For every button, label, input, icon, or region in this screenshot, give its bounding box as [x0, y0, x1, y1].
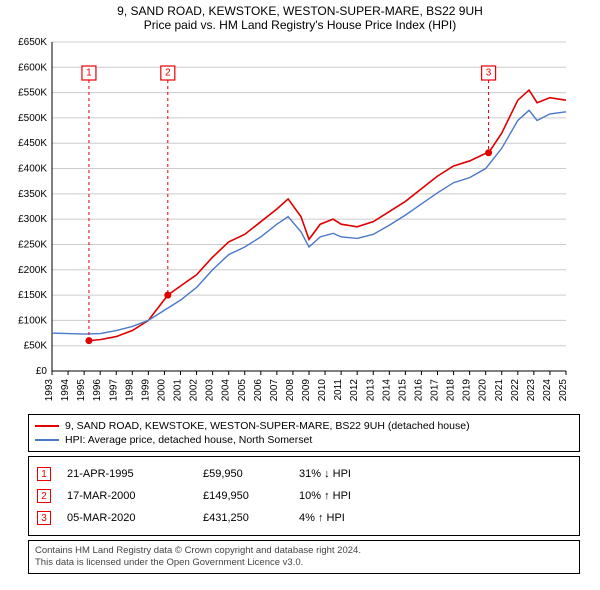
svg-text:£400K: £400K [18, 164, 47, 175]
svg-text:2005: 2005 [237, 379, 248, 402]
legend-row: HPI: Average price, detached house, Nort… [35, 433, 573, 447]
sale-diff: 10% ↑ HPI [299, 490, 399, 502]
svg-text:1997: 1997 [108, 379, 119, 402]
legend-swatch [35, 439, 59, 441]
sale-row: 1 21-APR-1995 £59,950 31% ↓ HPI [37, 463, 571, 485]
sale-marker-number: 3 [37, 511, 51, 525]
svg-text:2011: 2011 [333, 379, 344, 401]
svg-text:£250K: £250K [18, 239, 47, 250]
sale-row: 3 05-MAR-2020 £431,250 4% ↑ HPI [37, 507, 571, 529]
svg-text:£600K: £600K [18, 62, 47, 73]
svg-text:£150K: £150K [18, 290, 47, 301]
svg-text:2022: 2022 [510, 379, 521, 402]
svg-text:2017: 2017 [430, 379, 441, 402]
attribution-footer: Contains HM Land Registry data © Crown c… [28, 540, 580, 574]
svg-text:1995: 1995 [76, 379, 87, 402]
svg-text:2014: 2014 [381, 379, 392, 402]
price-chart: £0 £50K £100K £150K £200K £250K £300K £350K £400… [4, 36, 574, 406]
svg-text:2009: 2009 [301, 379, 312, 402]
sale-diff: 31% ↓ HPI [299, 468, 399, 480]
sales-table: 1 21-APR-1995 £59,950 31% ↓ HPI 2 17-MAR-2000… [28, 456, 580, 536]
legend-label: HPI: Average price, detached house, Nort… [65, 434, 312, 446]
svg-text:2002: 2002 [189, 379, 200, 402]
sale-marker-number: 2 [37, 489, 51, 503]
svg-text:2006: 2006 [253, 379, 264, 402]
svg-text:2: 2 [165, 68, 171, 79]
svg-text:3: 3 [486, 68, 492, 79]
svg-text:2024: 2024 [542, 379, 553, 402]
svg-text:£300K: £300K [18, 214, 47, 225]
svg-text:1999: 1999 [140, 379, 151, 402]
svg-text:2020: 2020 [478, 379, 489, 402]
legend-swatch [35, 425, 59, 427]
svg-text:1: 1 [86, 68, 92, 79]
chart-svg: £0 £50K £100K £150K £200K £250K £300K £350K £400… [4, 36, 574, 406]
svg-text:£0: £0 [36, 366, 48, 377]
svg-text:2008: 2008 [285, 379, 296, 402]
svg-text:2015: 2015 [397, 379, 408, 402]
sale-price: £59,950 [203, 468, 283, 480]
legend: 9, SAND ROAD, KEWSTOKE, WESTON-SUPER-MAR… [28, 414, 580, 452]
svg-text:1993: 1993 [44, 379, 55, 402]
svg-text:2025: 2025 [558, 379, 569, 402]
svg-text:2010: 2010 [317, 379, 328, 402]
svg-text:2003: 2003 [205, 379, 216, 402]
svg-text:2023: 2023 [526, 379, 537, 402]
svg-text:£650K: £650K [18, 37, 47, 48]
svg-text:2019: 2019 [462, 379, 473, 402]
footer-line: Contains HM Land Registry data © Crown c… [35, 545, 573, 557]
sale-date: 05-MAR-2020 [67, 512, 187, 524]
svg-text:2004: 2004 [221, 379, 232, 402]
svg-text:£350K: £350K [18, 189, 47, 200]
chart-subtitle: Price paid vs. HM Land Registry's House … [0, 18, 600, 36]
sale-date: 21-APR-1995 [67, 468, 187, 480]
svg-text:2007: 2007 [269, 379, 280, 402]
chart-title: 9, SAND ROAD, KEWSTOKE, WESTON-SUPER-MAR… [0, 0, 600, 18]
sale-diff: 4% ↑ HPI [299, 512, 399, 524]
sale-date: 17-MAR-2000 [67, 490, 187, 502]
svg-text:2013: 2013 [365, 379, 376, 402]
svg-text:2016: 2016 [413, 379, 424, 402]
svg-text:£550K: £550K [18, 88, 47, 99]
svg-text:2001: 2001 [173, 379, 184, 402]
sale-row: 2 17-MAR-2000 £149,950 10% ↑ HPI [37, 485, 571, 507]
legend-row: 9, SAND ROAD, KEWSTOKE, WESTON-SUPER-MAR… [35, 419, 573, 433]
svg-text:2000: 2000 [156, 379, 167, 402]
svg-text:1994: 1994 [60, 379, 71, 402]
svg-text:£100K: £100K [18, 315, 47, 326]
svg-text:£450K: £450K [18, 138, 47, 149]
svg-text:£50K: £50K [24, 341, 48, 352]
footer-line: This data is licensed under the Open Gov… [35, 557, 573, 569]
legend-label: 9, SAND ROAD, KEWSTOKE, WESTON-SUPER-MAR… [65, 420, 470, 432]
sale-price: £149,950 [203, 490, 283, 502]
sale-marker-number: 1 [37, 467, 51, 481]
svg-text:2018: 2018 [446, 379, 457, 402]
svg-text:£500K: £500K [18, 113, 47, 124]
svg-text:2012: 2012 [349, 379, 360, 402]
svg-text:£200K: £200K [18, 265, 47, 276]
svg-text:1996: 1996 [92, 379, 103, 402]
sale-price: £431,250 [203, 512, 283, 524]
svg-text:2021: 2021 [494, 379, 505, 402]
svg-text:1998: 1998 [124, 379, 135, 402]
